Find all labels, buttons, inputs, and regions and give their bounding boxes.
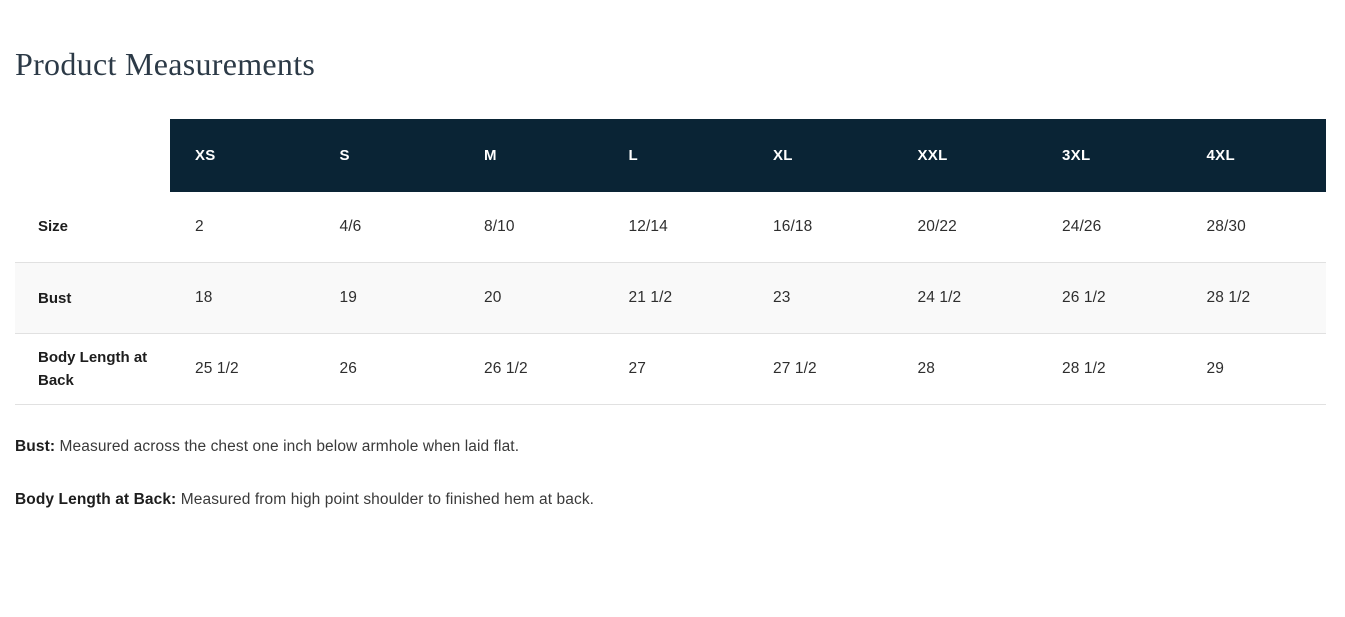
table-cell: 28 1/2 — [1062, 360, 1106, 378]
column-header-xl: XL — [748, 118, 893, 192]
table-cell: 19 — [339, 289, 357, 307]
table-cell: 24 1/2 — [917, 289, 962, 307]
table-cell: 20/22 — [917, 218, 957, 236]
column-header-3xl: 3XL — [1037, 118, 1182, 192]
table-row-bust: Bust 18 19 20 21 1/2 23 24 1/2 26 1/2 28… — [15, 262, 1326, 334]
table-cell: 26 1/2 — [484, 360, 528, 378]
note-body-length: Body Length at Back: Measured from high … — [15, 488, 1326, 512]
table-cell: 29 — [1206, 360, 1224, 378]
row-label-bust: Bust — [38, 289, 72, 307]
corner-cell — [15, 119, 170, 192]
table-cell: 28 1/2 — [1206, 289, 1251, 307]
table-cell: 2 — [195, 218, 204, 236]
note-bust-label: Bust: — [15, 438, 56, 456]
column-header-xs: XS — [170, 118, 315, 192]
row-label-body-length: Body Length at Back — [38, 349, 148, 390]
table-cell: 4/6 — [339, 218, 362, 236]
table-cell: 27 1/2 — [773, 360, 817, 378]
table-header: XS S M L XL XXL 3XL 4XL — [15, 118, 1326, 192]
note-bust-text: Measured across the chest one inch below… — [59, 438, 520, 456]
table-cell: 20 — [484, 289, 502, 307]
table-cell: 26 1/2 — [1062, 289, 1106, 307]
note-body-length-label: Body Length at Back: — [15, 491, 177, 509]
table-cell: 28/30 — [1206, 218, 1246, 236]
table-cell: 12/14 — [628, 218, 668, 236]
column-header-m: M — [459, 118, 604, 192]
header-row: XS S M L XL XXL 3XL 4XL — [15, 118, 1326, 192]
table-cell: 21 1/2 — [628, 289, 673, 307]
note-body-length-text: Measured from high point shoulder to fin… — [180, 491, 595, 509]
table-row-size: Size 2 4/6 8/10 12/14 16/18 20/22 24/26 … — [15, 192, 1326, 263]
table-cell: 25 1/2 — [195, 360, 239, 378]
column-header-l: L — [603, 118, 748, 192]
note-bust: Bust: Measured across the chest one inch… — [15, 435, 1326, 459]
column-header-xxl: XXL — [892, 118, 1037, 192]
row-label-size: Size — [38, 218, 69, 236]
table-cell: 18 — [195, 289, 213, 307]
table-cell: 23 — [773, 289, 791, 307]
product-measurements-section: Product Measurements XS S M L XL XXL 3XL… — [0, 46, 1345, 512]
page-title: Product Measurements — [15, 46, 316, 82]
table-row-body-length: Body Length at Back 25 1/2 26 26 1/2 27 … — [15, 334, 1326, 405]
table-cell: 16/18 — [773, 218, 813, 236]
table-cell: 26 — [339, 360, 357, 378]
table-cell: 28 — [917, 360, 935, 378]
column-header-s: S — [314, 118, 459, 192]
table-cell: 8/10 — [484, 218, 515, 236]
measurements-table: XS S M L XL XXL 3XL 4XL Size 2 4/6 8/10 … — [15, 118, 1326, 406]
column-header-4xl: 4XL — [1181, 118, 1326, 192]
table-cell: 24/26 — [1062, 218, 1102, 236]
table-cell: 27 — [628, 360, 646, 378]
